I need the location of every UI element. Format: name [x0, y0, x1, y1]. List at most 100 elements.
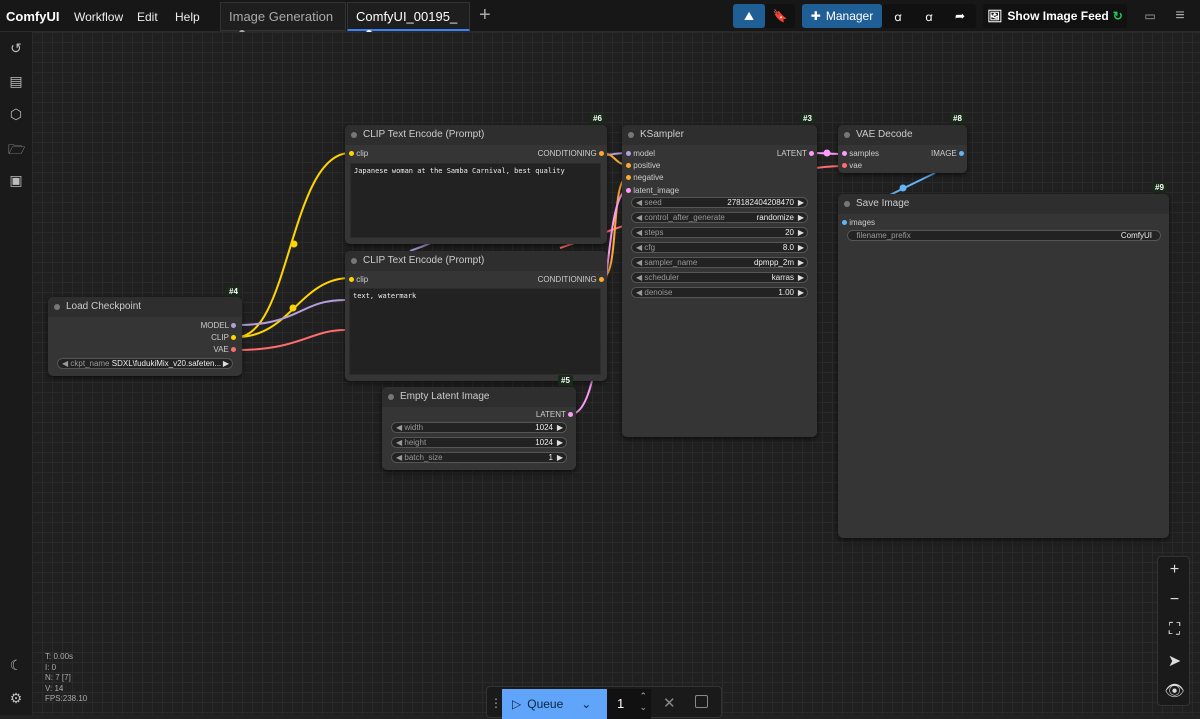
toggle-panel-button[interactable]: ▭ — [1138, 4, 1162, 28]
denoise-widget[interactable]: ◀ denoise 1.00 ▶ — [631, 287, 808, 298]
tab-image-generation[interactable]: Image Generation — [220, 2, 346, 36]
input-vae[interactable]: vae — [842, 161, 862, 170]
history-icon[interactable]: ↺ — [10, 40, 22, 56]
theme-icon[interactable]: ☾ — [9, 657, 23, 673]
menu-workflow[interactable]: Workflow — [74, 10, 124, 24]
node-save-image[interactable]: Save Image images filename_prefix ComfyUI — [838, 194, 1169, 538]
output-conditioning[interactable]: CONDITIONING — [538, 275, 604, 284]
image-icon: 🖼 — [987, 9, 1003, 23]
model-library-icon[interactable]: ⬡ — [9, 106, 23, 122]
output-latent[interactable]: LATENT — [536, 410, 573, 419]
node-empty-latent-image[interactable]: Empty Latent Image LATENT ◀ width 1024 ▶ ◀… — [382, 387, 576, 470]
tab-comfyui-00195[interactable]: ComfyUI_00195_ — [347, 2, 470, 36]
ckpt-name-combo[interactable]: ◀ ckpt_name SDXL\fudukiMix_v20.safeten..… — [57, 358, 233, 369]
prompt-textarea[interactable]: Japanese woman at the Samba Carnival, be… — [350, 163, 601, 238]
fit-view-icon[interactable]: ⛶ — [1168, 621, 1181, 638]
input-latent-image[interactable]: latent_image — [626, 186, 679, 195]
widget-label: steps — [644, 228, 664, 237]
node-id-badge: #8 — [950, 113, 965, 124]
input-positive[interactable]: positive — [626, 161, 660, 170]
manager-button[interactable]: ✚ Manager — [802, 4, 882, 28]
image-feed-label: Show Image Feed — [1007, 9, 1109, 23]
node-ksampler[interactable]: KSampler model positive negative latent_… — [622, 125, 817, 437]
sampler-name-widget[interactable]: ◀ sampler_name dpmpp_2m ▶ — [631, 257, 808, 268]
widget-value: 1 — [548, 453, 553, 462]
widget-label: width — [404, 423, 424, 432]
menu-help[interactable]: Help — [175, 10, 200, 24]
puzzle-icon: ✚ — [810, 9, 821, 23]
slot-label: clip — [356, 275, 369, 284]
input-negative[interactable]: negative — [626, 173, 663, 182]
workflows-icon[interactable]: 🗁 — [8, 141, 26, 157]
bookmark-button[interactable]: 🔖 — [765, 4, 795, 28]
bookmark-icon: 🔖 — [772, 9, 788, 23]
sidebar: ↺ ▤ ⬡ 🗁 ▣ ☾ ⚙ — [0, 32, 32, 715]
output-image[interactable]: IMAGE — [931, 149, 964, 158]
width-widget[interactable]: ◀ width 1024 ▶ — [391, 422, 567, 433]
widget-value: 1024 — [535, 438, 553, 447]
input-images[interactable]: images — [842, 218, 875, 227]
height-widget[interactable]: ◀ height 1024 ▶ — [391, 437, 567, 448]
slot-label: clip — [356, 149, 369, 158]
settings-icon[interactable]: ⚙ — [9, 690, 23, 706]
node-load-checkpoint[interactable]: Load Checkpoint MODEL CLIP VAE ◀ ckpt_na… — [48, 297, 242, 376]
queue-button[interactable]: ▷ Queue ⌄ — [502, 689, 607, 719]
input-clip[interactable]: clip — [349, 149, 368, 158]
templates-icon[interactable]: ▣ — [9, 172, 23, 188]
node-vae-decode[interactable]: VAE Decode samples vae IMAGE — [838, 125, 967, 173]
share-icon[interactable]: ➦ — [954, 9, 966, 23]
navigate-icon[interactable]: ➤ — [1167, 653, 1182, 670]
output-vae[interactable]: VAE — [213, 345, 236, 354]
input-model[interactable]: model — [626, 149, 655, 158]
output-model[interactable]: MODEL — [201, 321, 236, 330]
widget-label: denoise — [644, 288, 673, 297]
filename-prefix-widget[interactable]: filename_prefix ComfyUI — [847, 230, 1161, 241]
new-tab-plus-icon[interactable]: + — [479, 4, 491, 26]
widget-label: seed — [644, 198, 662, 207]
prompt-textarea[interactable]: text, watermark — [349, 288, 601, 375]
show-image-feed-button[interactable]: 🖼 Show Image Feed ↻ — [983, 4, 1127, 28]
steps-widget[interactable]: ◀ steps 20 ▶ — [631, 227, 808, 238]
control-after-generate-widget[interactable]: ◀ control_after_generate randomize ▶ — [631, 212, 808, 223]
menu-edit[interactable]: Edit — [137, 10, 158, 24]
chevron-down-icon[interactable]: ⌄ — [581, 697, 592, 711]
output-conditioning[interactable]: CONDITIONING — [538, 149, 604, 158]
stepper-icon[interactable]: ⌃ ⌄ — [639, 691, 647, 712]
widget-label: cfg — [644, 243, 656, 252]
stop-icon[interactable] — [695, 695, 708, 708]
output-clip[interactable]: CLIP — [211, 333, 236, 342]
scheduler-widget[interactable]: ◀ scheduler karras ▶ — [631, 272, 808, 283]
slot-label: LATENT — [776, 149, 807, 158]
cfg-widget[interactable]: ◀ cfg 8.0 ▶ — [631, 242, 808, 253]
node-icon[interactable]: ꭤ — [925, 9, 933, 24]
input-samples[interactable]: samples — [842, 149, 879, 158]
drag-handle-icon[interactable]: ⋮ — [490, 696, 502, 710]
input-clip[interactable]: clip — [349, 275, 368, 284]
queue-icon[interactable]: ▤ — [9, 73, 23, 89]
output-latent[interactable]: LATENT — [777, 149, 814, 158]
widget-value: SDXL\fudukiMix_v20.safeten... — [111, 359, 222, 368]
node-clip-text-encode-negative[interactable]: CLIP Text Encode (Prompt) clip CONDITION… — [345, 251, 607, 381]
slot-label: images — [849, 218, 876, 227]
node-icon[interactable]: ꭤ — [894, 9, 902, 24]
cancel-icon[interactable]: ✕ — [663, 695, 676, 712]
slot-label: LATENT — [535, 410, 566, 419]
top-bar: ComfyUI Workflow Edit Help Image Generat… — [0, 0, 1200, 36]
slot-label: CONDITIONING — [537, 149, 597, 158]
widget-value: 8.0 — [782, 243, 794, 252]
batch-size-widget[interactable]: ◀ batch_size 1 ▶ — [391, 452, 567, 463]
zoom-out-icon[interactable]: − — [1169, 591, 1180, 608]
widget-value: ComfyUI — [1120, 231, 1152, 240]
slot-label: CONDITIONING — [537, 275, 597, 284]
node-title: VAE Decode — [838, 125, 967, 145]
seed-widget[interactable]: ◀ seed 278182404208470 ▶ — [631, 197, 808, 208]
toggle-links-eye-icon[interactable]: 👁 — [1164, 683, 1185, 700]
zoom-in-icon[interactable]: + — [1169, 561, 1180, 578]
menu-button[interactable]: ≡ — [1168, 4, 1192, 28]
comfy-logo-button[interactable]: ⛰ — [733, 4, 765, 28]
node-title: CLIP Text Encode (Prompt) — [345, 125, 607, 145]
node-clip-text-encode-positive[interactable]: CLIP Text Encode (Prompt) clip CONDITION… — [345, 125, 607, 244]
manager-label: Manager — [825, 9, 874, 23]
batch-count-input[interactable]: 1 ⌃ ⌄ — [607, 689, 651, 719]
slot-label: VAE — [213, 345, 229, 354]
